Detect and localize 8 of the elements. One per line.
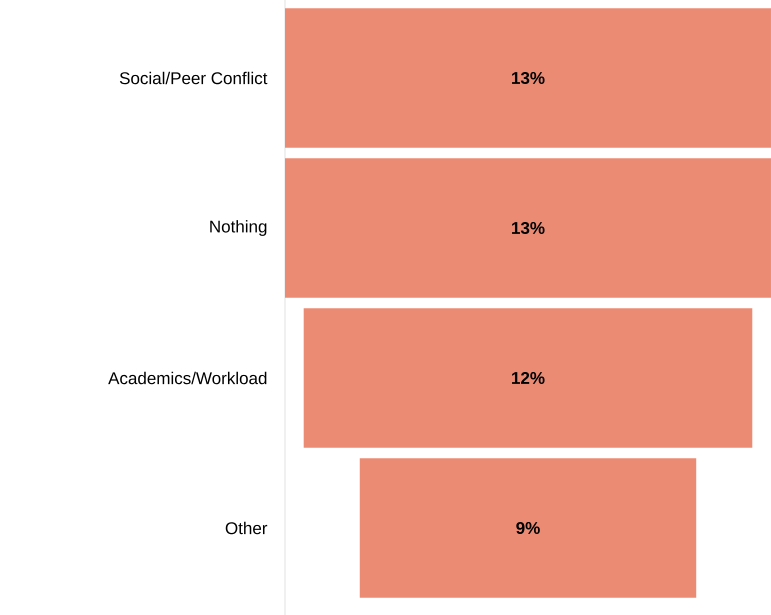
data-label: 12%	[512, 372, 545, 384]
category-label: Academics/Workload	[108, 372, 266, 384]
category-label: Nothing	[210, 220, 266, 236]
data-label: 9%	[516, 522, 540, 534]
category-label: Social/Peer Conflict	[120, 72, 268, 84]
category-label: Other	[226, 522, 268, 534]
data-label: 13%	[512, 72, 545, 84]
data-label: 13%	[512, 222, 545, 234]
